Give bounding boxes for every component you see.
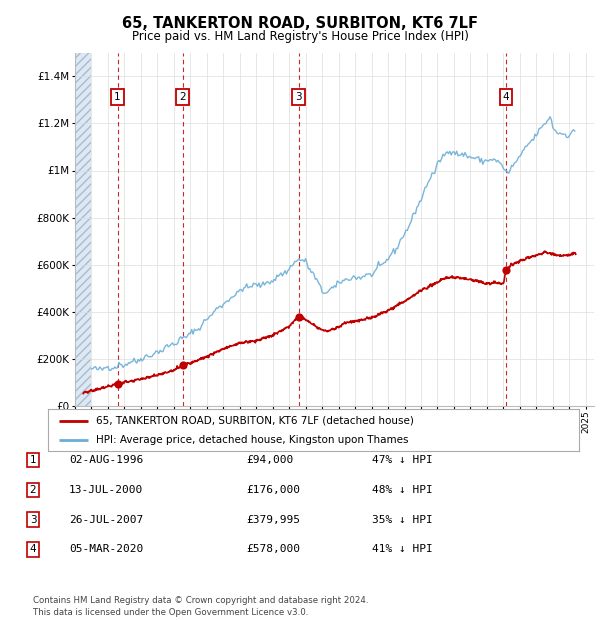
- Text: 4: 4: [503, 92, 509, 102]
- Text: 26-JUL-2007: 26-JUL-2007: [69, 515, 143, 525]
- Bar: [75, 53, 91, 406]
- Text: 4: 4: [29, 544, 37, 554]
- Text: 35% ↓ HPI: 35% ↓ HPI: [372, 515, 433, 525]
- Text: 05-MAR-2020: 05-MAR-2020: [69, 544, 143, 554]
- Point: [502, 265, 511, 275]
- Text: 02-AUG-1996: 02-AUG-1996: [69, 455, 143, 465]
- Text: HPI: Average price, detached house, Kingston upon Thames: HPI: Average price, detached house, King…: [96, 435, 408, 445]
- Text: 47% ↓ HPI: 47% ↓ HPI: [372, 455, 433, 465]
- Text: Contains HM Land Registry data © Crown copyright and database right 2024.
This d: Contains HM Land Registry data © Crown c…: [33, 596, 368, 617]
- Text: 1: 1: [114, 92, 121, 102]
- Text: 41% ↓ HPI: 41% ↓ HPI: [372, 544, 433, 554]
- Text: 2: 2: [179, 92, 186, 102]
- Text: 3: 3: [29, 515, 37, 525]
- Text: Price paid vs. HM Land Registry's House Price Index (HPI): Price paid vs. HM Land Registry's House …: [131, 30, 469, 43]
- Text: 13-JUL-2000: 13-JUL-2000: [69, 485, 143, 495]
- Text: 48% ↓ HPI: 48% ↓ HPI: [372, 485, 433, 495]
- Text: 2: 2: [29, 485, 37, 495]
- Text: 65, TANKERTON ROAD, SURBITON, KT6 7LF: 65, TANKERTON ROAD, SURBITON, KT6 7LF: [122, 16, 478, 30]
- Text: £176,000: £176,000: [246, 485, 300, 495]
- Text: £578,000: £578,000: [246, 544, 300, 554]
- Text: 65, TANKERTON ROAD, SURBITON, KT6 7LF (detached house): 65, TANKERTON ROAD, SURBITON, KT6 7LF (d…: [96, 415, 413, 425]
- Text: 3: 3: [295, 92, 302, 102]
- Text: 1: 1: [29, 455, 37, 465]
- Point: [113, 379, 122, 389]
- Point: [294, 312, 304, 322]
- Text: £379,995: £379,995: [246, 515, 300, 525]
- Point: [178, 360, 187, 370]
- Text: £94,000: £94,000: [246, 455, 293, 465]
